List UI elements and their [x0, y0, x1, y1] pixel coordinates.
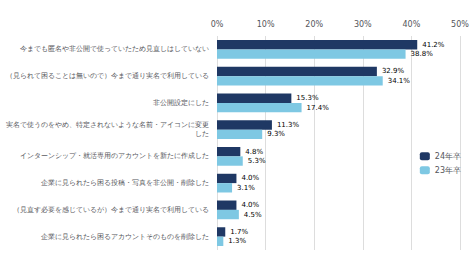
- svg-text:34.1%: 34.1%: [388, 77, 411, 85]
- svg-text:4.0%: 4.0%: [241, 201, 259, 209]
- svg-text:非公開設定にした: 非公開設定にした: [153, 99, 209, 107]
- svg-text:0%: 0%: [211, 20, 224, 29]
- svg-text:今までも匿名や非公開で使っていたため見直しはしていない: 今までも匿名や非公開で使っていたため見直しはしていない: [20, 45, 209, 53]
- svg-text:32.9%: 32.9%: [382, 67, 405, 75]
- svg-text:30%: 30%: [354, 20, 372, 29]
- svg-text:実名で使うのをやめ、特定されないような名前・アイコンに変更: 実名で使うのをやめ、特定されないような名前・アイコンに変更: [6, 121, 209, 129]
- svg-text:50%: 50%: [451, 20, 469, 29]
- svg-text:41.2%: 41.2%: [422, 41, 445, 49]
- svg-text:23年卒: 23年卒: [435, 166, 461, 175]
- svg-text:3.1%: 3.1%: [237, 184, 255, 192]
- svg-text:インターンシップ・就活専用のアカウントを新たに作成した: インターンシップ・就活専用のアカウントを新たに作成した: [20, 152, 209, 160]
- svg-text:（見られて困ることは無いので）今まで通り実名で利用している: （見られて困ることは無いので）今まで通り実名で利用している: [6, 72, 209, 80]
- svg-text:企業に見られたら困る投稿・写真を非公開・削除した: 企業に見られたら困る投稿・写真を非公開・削除した: [41, 179, 209, 187]
- svg-text:企業に見られたら困るアカウントそのものを削除した: 企業に見られたら困るアカウントそのものを削除した: [41, 233, 209, 241]
- svg-text:1.3%: 1.3%: [228, 237, 246, 245]
- svg-text:17.4%: 17.4%: [307, 104, 330, 112]
- svg-text:4.8%: 4.8%: [245, 148, 263, 156]
- svg-text:9.3%: 9.3%: [267, 130, 285, 138]
- svg-text:1.7%: 1.7%: [230, 228, 248, 236]
- svg-text:4.5%: 4.5%: [244, 211, 262, 219]
- svg-text:5.3%: 5.3%: [248, 157, 266, 165]
- svg-text:24年卒: 24年卒: [435, 152, 461, 161]
- svg-text:40%: 40%: [403, 20, 421, 29]
- svg-text:した: した: [195, 130, 209, 138]
- svg-text:（見直す必要を感じているが）今まで通り実名で利用している: （見直す必要を感じているが）今まで通り実名で利用している: [13, 206, 209, 214]
- svg-text:15.3%: 15.3%: [296, 94, 319, 102]
- svg-text:20%: 20%: [305, 20, 323, 29]
- svg-text:10%: 10%: [257, 20, 275, 29]
- svg-text:11.3%: 11.3%: [277, 121, 300, 129]
- svg-text:4.0%: 4.0%: [241, 174, 259, 182]
- svg-text:38.8%: 38.8%: [411, 50, 434, 58]
